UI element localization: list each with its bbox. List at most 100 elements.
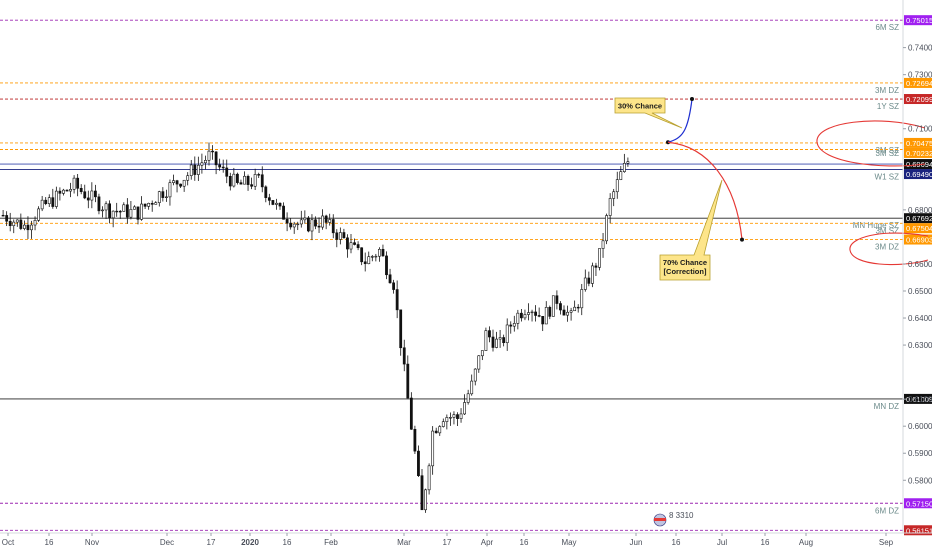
price-tag-bg	[904, 234, 932, 245]
candle-body	[363, 261, 367, 265]
candle-body	[306, 217, 310, 232]
candle-body	[512, 323, 516, 327]
candle-body	[495, 338, 498, 348]
level-label: 1Y SZ	[877, 102, 899, 111]
candle	[200, 153, 204, 174]
candle-body	[413, 428, 417, 452]
candle-body	[232, 173, 236, 187]
candle	[534, 305, 538, 322]
candle-body	[193, 164, 197, 175]
candle-body	[140, 203, 143, 220]
candle	[253, 168, 257, 190]
price-tag-value: 0.56151	[906, 526, 932, 535]
candle-body	[12, 221, 16, 227]
price-tag: 0.70232	[904, 147, 932, 158]
candle-body	[257, 174, 261, 176]
x-tick-label: Jun	[630, 538, 643, 547]
candle	[289, 218, 293, 230]
candle-body	[40, 199, 44, 210]
candle-body	[534, 311, 538, 316]
candle	[143, 203, 147, 209]
candle-body	[583, 277, 587, 290]
candle	[321, 209, 325, 230]
candle-body	[399, 309, 403, 349]
candle	[40, 195, 44, 212]
candle	[186, 172, 190, 186]
projection-down-end-dot	[740, 237, 744, 242]
candle	[523, 309, 527, 321]
candle	[537, 307, 541, 318]
candle-body	[505, 324, 509, 344]
candle	[292, 221, 296, 234]
candle-body	[26, 224, 30, 231]
candle	[417, 445, 420, 478]
candle-body	[402, 347, 406, 365]
candle-body	[448, 417, 452, 419]
candle	[260, 166, 264, 193]
candle-body	[111, 210, 115, 219]
x-tick-label: 16	[45, 538, 54, 547]
candle-body	[473, 368, 477, 382]
candle-body	[335, 232, 339, 240]
candle-body	[587, 277, 591, 284]
candle-body	[19, 219, 23, 229]
level-label: 3M SZ	[875, 226, 899, 235]
candle-body	[594, 265, 598, 268]
candle	[317, 217, 321, 233]
candle	[108, 200, 112, 224]
candle-body	[370, 256, 374, 258]
candle-body	[86, 197, 90, 201]
price-tag-value: 0.66903	[906, 236, 932, 245]
candle	[338, 227, 342, 245]
annotation-layer: 30% Chance 70% Chance[Correction] 8 3310	[614, 96, 929, 527]
candle-body	[608, 198, 612, 216]
price-tag-value: 0.69490	[906, 170, 932, 179]
candle	[129, 201, 133, 220]
price-tag: 0.72099	[904, 94, 932, 105]
candle	[612, 188, 616, 207]
candle-body	[76, 177, 80, 189]
candle	[69, 182, 72, 198]
candle-body	[605, 215, 609, 242]
candle	[79, 184, 83, 195]
candle	[413, 425, 417, 454]
candle	[101, 206, 104, 218]
candle-body	[47, 197, 51, 204]
candle	[335, 229, 339, 248]
candle-body	[441, 421, 445, 427]
candle	[466, 389, 470, 405]
candle	[491, 329, 495, 352]
candle	[509, 321, 513, 334]
candle-body	[72, 177, 76, 190]
candle-body	[498, 337, 502, 340]
candle-body	[22, 224, 26, 229]
candle	[122, 202, 126, 212]
price-tag-value: 0.70475	[906, 139, 932, 148]
candle	[519, 308, 523, 322]
candle	[484, 327, 488, 351]
candle-body	[590, 265, 594, 284]
candle	[1, 209, 5, 217]
candle	[47, 194, 51, 208]
candle-body	[285, 219, 289, 224]
x-tick-label: 16	[672, 538, 681, 547]
candle	[275, 198, 278, 210]
price-tag: 0.69694	[904, 159, 932, 170]
candle-body	[296, 223, 300, 226]
price-tag-bg	[904, 15, 932, 26]
candle	[406, 355, 410, 399]
callout-70: 70% Chance[Correction]	[659, 179, 723, 281]
candle-body	[491, 336, 495, 348]
candle-body	[246, 175, 250, 185]
x-tick-label: 16	[520, 538, 529, 547]
candle	[619, 166, 623, 181]
candle	[349, 233, 353, 254]
candle	[30, 220, 33, 239]
candle-body	[221, 166, 225, 169]
